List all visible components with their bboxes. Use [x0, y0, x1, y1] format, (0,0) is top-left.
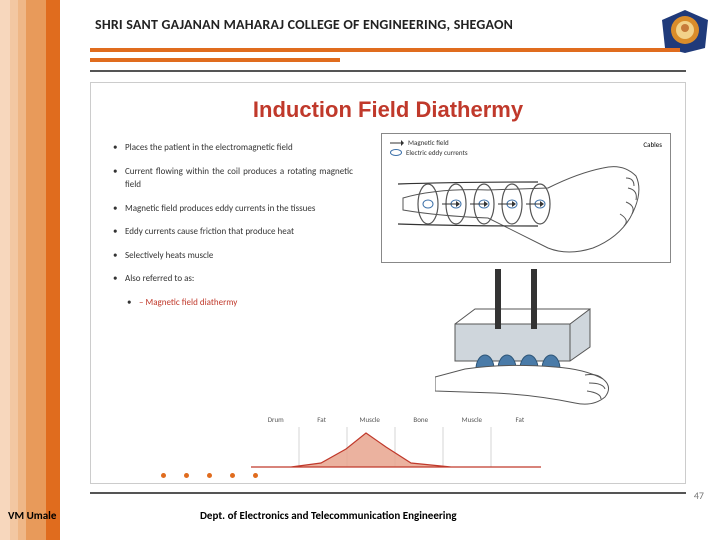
- author-label: VM Umale: [8, 509, 56, 522]
- chart-label: Muscle: [462, 415, 482, 424]
- page-number: 47: [694, 489, 704, 502]
- decoration-stripe: [0, 0, 10, 540]
- decoration-stripe: [18, 0, 26, 540]
- pager-dot: [253, 473, 258, 478]
- accent-bar-2: [90, 58, 340, 62]
- content-panel: Induction Field Diathermy Places the pat…: [90, 82, 686, 484]
- decoration-stripe: [26, 0, 46, 540]
- pager-dot: [230, 473, 235, 478]
- footer-rule: [90, 492, 686, 494]
- chart-label: Bone: [413, 415, 428, 424]
- slide-title: Induction Field Diathermy: [91, 97, 685, 123]
- bullet-list: Places the patient in the electromagneti…: [113, 141, 353, 319]
- heating-depth-chart: Drum Fat Muscle Bone Muscle Fat: [251, 415, 541, 473]
- decoration-stripe: [46, 0, 60, 540]
- drum-forearm-diagram: [435, 269, 615, 409]
- slide: SHRI SANT GAJANAN MAHARAJ COLLEGE OF ENG…: [0, 0, 720, 540]
- pager-dot: [184, 473, 189, 478]
- chart-curve-icon: [251, 427, 541, 471]
- header-rule: [90, 70, 686, 72]
- pager-dots: [161, 473, 258, 478]
- accent-bar-1: [90, 48, 680, 52]
- chart-label: Fat: [516, 415, 525, 424]
- chart-label: Drum: [268, 415, 284, 424]
- sub-bullet-item: – Magnetic field diathermy: [127, 296, 353, 310]
- left-decoration: [0, 0, 60, 540]
- pager-dot: [207, 473, 212, 478]
- pager-dot: [161, 473, 166, 478]
- bullet-item: Current flowing within the coil produces…: [113, 165, 353, 192]
- chart-label: Fat: [317, 415, 326, 424]
- bullet-item: Magnetic field produces eddy currents in…: [113, 202, 353, 216]
- bullet-item: Places the patient in the electromagneti…: [113, 141, 353, 155]
- foot-coil-diagram: Magnetic field Electric eddy currents Ca…: [381, 133, 671, 263]
- bullet-item: Also referred to as:: [113, 272, 353, 286]
- department-label: Dept. of Electronics and Telecommunicati…: [200, 509, 457, 522]
- decoration-stripe: [10, 0, 18, 540]
- foot-coil-icon: [398, 148, 648, 260]
- bullet-item: Eddy currents cause friction that produc…: [113, 225, 353, 239]
- chart-label: Muscle: [359, 415, 379, 424]
- legend-magnetic-label: Magnetic field: [408, 138, 449, 147]
- college-title: SHRI SANT GAJANAN MAHARAJ COLLEGE OF ENG…: [95, 16, 513, 33]
- chart-axis-labels: Drum Fat Muscle Bone Muscle Fat: [251, 415, 541, 424]
- bullet-item: Selectively heats muscle: [113, 249, 353, 263]
